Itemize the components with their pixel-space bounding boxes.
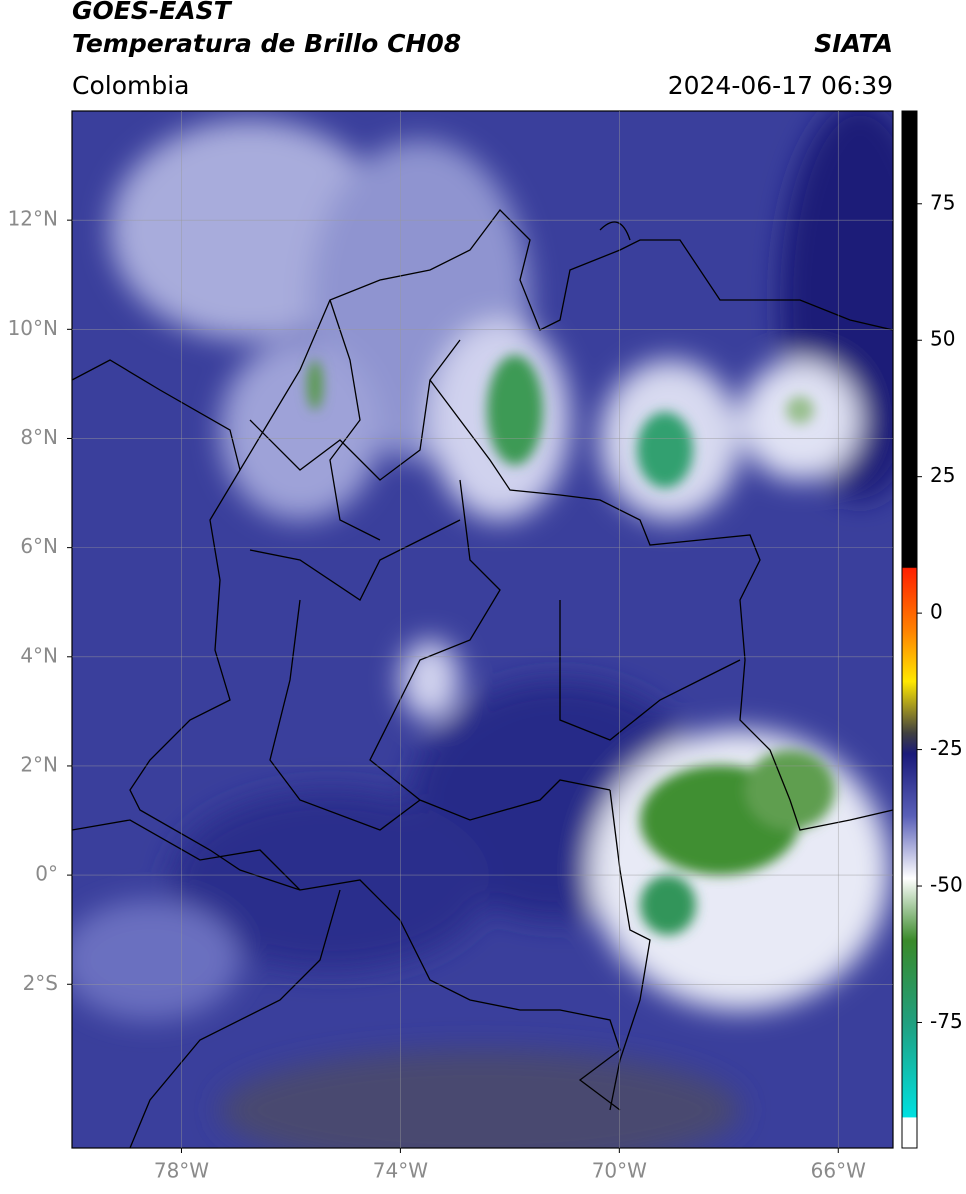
datetime: 2024-06-17 06:39 bbox=[668, 71, 893, 100]
colorbar-tick-label: 75 bbox=[930, 190, 955, 214]
y-tick-label: 10°N bbox=[8, 316, 58, 340]
y-tick-label: 6°N bbox=[20, 534, 58, 558]
x-tick-label: 78°W bbox=[154, 1159, 209, 1183]
subtitle: Temperatura de Brillo CH08 bbox=[72, 29, 461, 58]
x-tick-label: 66°W bbox=[811, 1159, 866, 1183]
satellite-image bbox=[72, 111, 893, 1148]
colorbar-tick-label: 25 bbox=[930, 463, 955, 487]
y-tick-label: 12°N bbox=[8, 207, 58, 231]
y-tick-label: 2°S bbox=[23, 971, 58, 995]
map-frame bbox=[71, 110, 894, 1149]
colorbar-tick-label: 0 bbox=[930, 600, 943, 624]
y-tick-label: 8°N bbox=[20, 425, 58, 449]
y-tick-label: 2°N bbox=[20, 752, 58, 776]
title: GOES-EAST bbox=[72, 0, 233, 25]
colorbar-tick-label: -75 bbox=[930, 1009, 963, 1033]
colorbar-tick-label: 50 bbox=[930, 327, 955, 351]
x-tick-label: 70°W bbox=[592, 1159, 647, 1183]
y-tick-label: 0° bbox=[35, 862, 58, 886]
colorbar-tick-label: -25 bbox=[930, 736, 963, 760]
colorbar bbox=[901, 110, 918, 1149]
y-tick-label: 4°N bbox=[20, 643, 58, 667]
x-tick-label: 74°W bbox=[373, 1159, 428, 1183]
region: Colombia bbox=[72, 71, 189, 100]
source: SIATA bbox=[814, 29, 893, 58]
colorbar-tick-label: -50 bbox=[930, 873, 963, 897]
